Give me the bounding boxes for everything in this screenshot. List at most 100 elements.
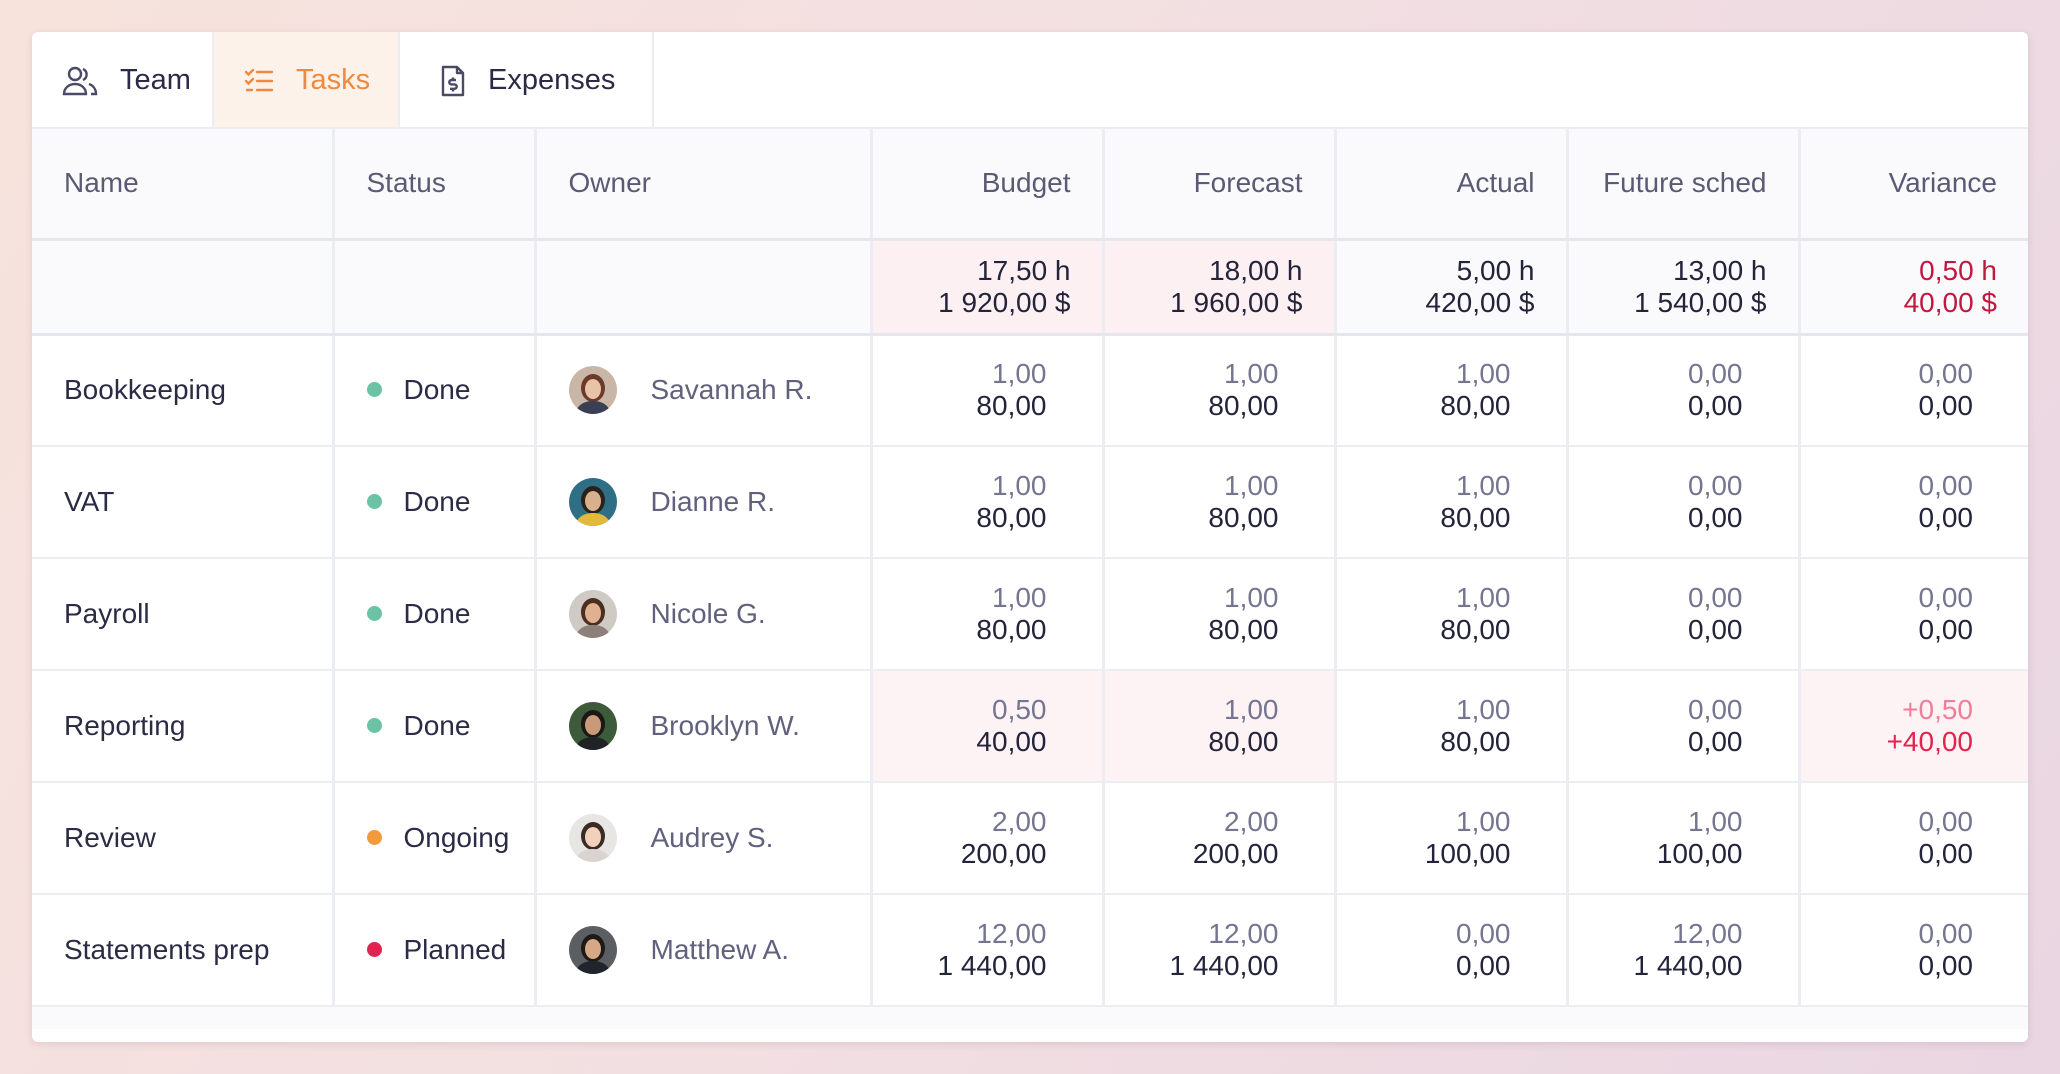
table-row[interactable]: VAT Done Dianne R. 1,00 80,00 1,00 80,00 1,00 80… — [32, 446, 2028, 559]
actual-hours: 1,00 — [1456, 582, 1511, 613]
tab-team[interactable]: Team — [32, 32, 214, 129]
table-row[interactable]: Bookkeeping Done Savannah R. 1,00 80,00 1,00 8… — [32, 334, 2028, 447]
forecast-hours: 1,00 — [1224, 358, 1279, 390]
forecast-hours: 1,00 — [1224, 582, 1279, 613]
owner-cell[interactable]: Audrey S. — [535, 782, 873, 895]
column-header-variance[interactable]: Variance — [1799, 129, 2028, 241]
status-cell[interactable]: Done — [333, 446, 537, 559]
actual-hours: 1,00 — [1456, 470, 1511, 501]
budget-cell[interactable]: 1,00 80,00 — [871, 446, 1105, 559]
status-cell[interactable]: Planned — [333, 894, 537, 1007]
forecast-cell[interactable]: 1,00 80,00 — [1103, 670, 1337, 783]
total-forecast-money: 1 960,00 $ — [1170, 286, 1303, 318]
actual-cell[interactable]: 1,00 80,00 — [1335, 670, 1569, 783]
status-cell[interactable]: Done — [333, 334, 537, 447]
owner-cell[interactable]: Matthew A. — [535, 894, 873, 1007]
actual-cell[interactable]: 1,00 100,00 — [1335, 782, 1569, 895]
status-cell[interactable]: Done — [333, 670, 537, 783]
task-name-cell[interactable]: VAT — [32, 446, 335, 559]
forecast-cell[interactable]: 1,00 80,00 — [1103, 446, 1337, 559]
variance-cell[interactable]: 0,00 0,00 — [1799, 558, 2028, 671]
owner-cell[interactable]: Nicole G. — [535, 558, 873, 671]
column-header-owner[interactable]: Owner — [535, 129, 873, 241]
status-label: Done — [403, 710, 471, 741]
tab-bar: Team Tasks Expenses — [32, 32, 654, 129]
future-cell[interactable]: 12,00 1 440,00 — [1567, 894, 1801, 1007]
budget-cell[interactable]: 2,00 200,00 — [871, 782, 1105, 895]
future-cell[interactable]: 0,00 0,00 — [1567, 670, 1801, 783]
column-header-future-sched[interactable]: Future sched — [1567, 129, 1801, 241]
task-name: Statements prep — [64, 934, 270, 965]
status-label: Ongoing — [403, 822, 510, 853]
tasks-panel: Team Tasks Expenses — [32, 32, 2028, 1042]
future-cell[interactable]: 1,00 100,00 — [1567, 782, 1801, 895]
status-cell[interactable]: Done — [333, 558, 537, 671]
variance-hours: +0,50 — [1902, 694, 1973, 725]
forecast-cell[interactable]: 1,00 80,00 — [1103, 558, 1337, 671]
forecast-amount: 80,00 — [1208, 502, 1279, 533]
future-hours: 0,00 — [1688, 358, 1743, 390]
task-name-cell[interactable]: Statements prep — [32, 894, 335, 1007]
column-header-forecast[interactable]: Forecast — [1103, 129, 1337, 241]
owner-name: Matthew A. — [650, 934, 790, 965]
table-row[interactable]: Payroll Done Nicole G. 1,00 80,00 1,00 80,00 1,… — [32, 558, 2028, 671]
variance-amount: +40,00 — [1886, 726, 1973, 757]
budget-cell[interactable]: 1,00 80,00 — [871, 558, 1105, 671]
budget-amount: 80,00 — [976, 614, 1047, 645]
future-cell[interactable]: 0,00 0,00 — [1567, 558, 1801, 671]
variance-cell[interactable]: 0,00 0,00 — [1799, 894, 2028, 1007]
budget-cell[interactable]: 0,50 40,00 — [871, 670, 1105, 783]
actual-cell[interactable]: 1,00 80,00 — [1335, 334, 1569, 447]
task-name-cell[interactable]: Review — [32, 782, 335, 895]
table-row[interactable]: Review Ongoing Audrey S. 2,00 200,00 2,00 200,… — [32, 782, 2028, 895]
owner-cell[interactable]: Brooklyn W. — [535, 670, 873, 783]
owner-cell[interactable]: Savannah R. — [535, 334, 873, 447]
status-dot — [366, 718, 382, 734]
variance-cell[interactable]: +0,50 +40,00 — [1799, 670, 2028, 783]
variance-cell[interactable]: 0,00 0,00 — [1799, 334, 2028, 447]
forecast-amount: 80,00 — [1208, 726, 1279, 757]
status-dot — [366, 494, 382, 510]
table-row[interactable]: Statements prep Planned Matthew A. 12,00 1 4… — [32, 894, 2028, 1007]
avatar — [568, 366, 617, 415]
task-name-cell[interactable]: Reporting — [32, 670, 335, 783]
total-future-hours: 13,00 h — [1673, 254, 1767, 286]
forecast-cell[interactable]: 12,00 1 440,00 — [1103, 894, 1337, 1007]
column-header-budget[interactable]: Budget — [871, 129, 1105, 241]
budget-hours: 2,00 — [992, 806, 1047, 837]
future-cell[interactable]: 0,00 0,00 — [1567, 446, 1801, 559]
budget-hours: 1,00 — [992, 470, 1047, 501]
variance-cell[interactable]: 0,00 0,00 — [1799, 782, 2028, 895]
tab-team-label: Team — [120, 64, 191, 96]
tab-tasks[interactable]: Tasks — [214, 32, 400, 129]
tasks-table: Name Status Owner Budget Forecast Actual… — [32, 129, 2028, 1029]
budget-cell[interactable]: 12,00 1 440,00 — [871, 894, 1105, 1007]
forecast-cell[interactable]: 2,00 200,00 — [1103, 782, 1337, 895]
total-actual: 5,00 h 420,00 $ — [1335, 239, 1569, 336]
column-header-actual[interactable]: Actual — [1335, 129, 1569, 241]
variance-cell[interactable]: 0,00 0,00 — [1799, 446, 2028, 559]
actual-amount: 0,00 — [1456, 950, 1511, 981]
column-header-name[interactable]: Name — [32, 129, 335, 241]
tab-expenses[interactable]: Expenses — [400, 32, 654, 129]
budget-cell[interactable]: 1,00 80,00 — [871, 334, 1105, 447]
forecast-cell[interactable]: 1,00 80,00 — [1103, 334, 1337, 447]
actual-cell[interactable]: 1,00 80,00 — [1335, 446, 1569, 559]
actual-hours: 1,00 — [1456, 358, 1511, 390]
avatar — [568, 478, 617, 526]
future-amount: 0,00 — [1688, 502, 1743, 533]
actual-cell[interactable]: 1,00 80,00 — [1335, 558, 1569, 671]
owner-cell[interactable]: Dianne R. — [535, 446, 873, 559]
status-label: Done — [403, 598, 471, 629]
future-amount: 1 440,00 — [1633, 950, 1743, 981]
table-row[interactable]: Reporting Done Brooklyn W. 0,50 40,00 1,00 80,… — [32, 670, 2028, 783]
status-cell[interactable]: Ongoing — [333, 782, 537, 895]
task-name-cell[interactable]: Payroll — [32, 558, 335, 671]
column-header-status[interactable]: Status — [333, 129, 537, 241]
actual-cell[interactable]: 0,00 0,00 — [1335, 894, 1569, 1007]
future-cell[interactable]: 0,00 0,00 — [1567, 334, 1801, 447]
task-name-cell[interactable]: Bookkeeping — [32, 334, 335, 447]
budget-hours: 1,00 — [992, 582, 1047, 613]
forecast-amount: 200,00 — [1192, 838, 1279, 869]
